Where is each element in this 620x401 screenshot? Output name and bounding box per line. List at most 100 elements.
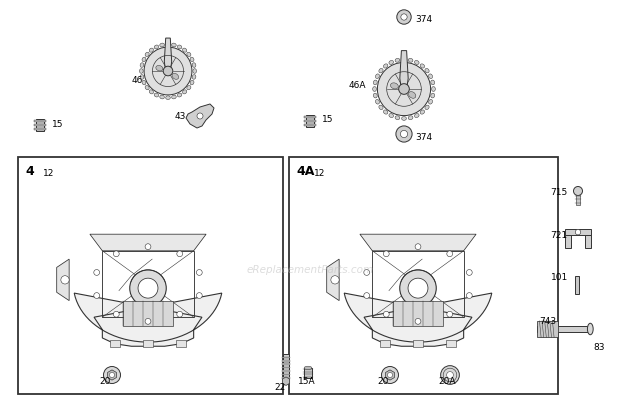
Bar	[35, 124, 45, 127]
Circle shape	[138, 279, 158, 298]
Bar	[282, 377, 290, 379]
Text: eReplacementParts.com: eReplacementParts.com	[246, 264, 374, 274]
Ellipse shape	[402, 117, 406, 121]
Ellipse shape	[182, 91, 187, 95]
Ellipse shape	[428, 100, 433, 105]
Text: 101: 101	[551, 272, 568, 281]
Ellipse shape	[192, 75, 196, 80]
Polygon shape	[164, 39, 172, 69]
Ellipse shape	[190, 81, 194, 85]
Circle shape	[401, 131, 407, 138]
Ellipse shape	[190, 58, 194, 63]
Bar	[565, 229, 591, 236]
Bar	[110, 340, 120, 347]
Bar	[35, 128, 45, 131]
Circle shape	[575, 230, 581, 235]
Bar	[282, 356, 290, 358]
Text: 20: 20	[99, 376, 110, 385]
Ellipse shape	[304, 366, 312, 370]
Circle shape	[383, 312, 389, 317]
Text: 4: 4	[25, 164, 33, 178]
Circle shape	[130, 270, 166, 307]
Ellipse shape	[373, 94, 377, 99]
Ellipse shape	[432, 87, 435, 92]
Bar	[304, 368, 312, 378]
Ellipse shape	[383, 111, 388, 115]
Circle shape	[145, 244, 151, 250]
Ellipse shape	[160, 44, 164, 48]
Bar	[282, 374, 290, 375]
Circle shape	[145, 319, 151, 324]
Polygon shape	[400, 51, 408, 87]
Text: 20A: 20A	[438, 376, 456, 385]
Ellipse shape	[428, 75, 433, 79]
Ellipse shape	[389, 61, 394, 65]
Polygon shape	[360, 235, 476, 251]
Ellipse shape	[145, 53, 149, 57]
Ellipse shape	[587, 324, 593, 335]
Text: 721: 721	[550, 231, 567, 239]
Ellipse shape	[140, 64, 144, 68]
Ellipse shape	[391, 84, 398, 90]
Ellipse shape	[149, 49, 154, 53]
Ellipse shape	[409, 92, 416, 99]
Circle shape	[110, 373, 115, 378]
Ellipse shape	[187, 53, 191, 57]
Ellipse shape	[145, 86, 149, 91]
Text: 12: 12	[314, 168, 326, 178]
Circle shape	[466, 270, 472, 275]
Circle shape	[113, 312, 119, 317]
Bar	[537, 321, 557, 337]
Circle shape	[177, 312, 183, 317]
Bar	[282, 367, 290, 369]
Polygon shape	[344, 294, 492, 346]
Bar	[575, 276, 579, 294]
Ellipse shape	[389, 114, 394, 118]
Ellipse shape	[154, 94, 159, 98]
Ellipse shape	[182, 49, 187, 53]
Ellipse shape	[376, 75, 379, 79]
Ellipse shape	[425, 69, 429, 74]
Bar	[282, 360, 290, 362]
Ellipse shape	[373, 87, 376, 92]
Polygon shape	[386, 370, 394, 380]
Ellipse shape	[177, 94, 182, 98]
Ellipse shape	[402, 59, 406, 62]
Bar	[576, 195, 580, 206]
Bar	[304, 124, 316, 127]
Ellipse shape	[376, 100, 379, 105]
Ellipse shape	[177, 46, 182, 50]
Ellipse shape	[166, 97, 171, 100]
Circle shape	[197, 270, 202, 275]
Bar	[283, 354, 288, 381]
Ellipse shape	[154, 46, 159, 50]
Polygon shape	[56, 259, 69, 301]
Circle shape	[447, 312, 453, 317]
Circle shape	[94, 270, 100, 275]
Text: 15: 15	[52, 120, 63, 129]
Bar	[413, 340, 423, 347]
Circle shape	[466, 293, 472, 299]
Ellipse shape	[379, 69, 383, 74]
Polygon shape	[282, 377, 290, 385]
Bar	[176, 340, 186, 347]
Ellipse shape	[408, 59, 413, 63]
Text: 12: 12	[43, 168, 55, 178]
Ellipse shape	[160, 96, 164, 99]
Circle shape	[113, 251, 119, 257]
Text: 715: 715	[550, 188, 567, 196]
Ellipse shape	[193, 69, 197, 74]
Circle shape	[399, 85, 409, 95]
Ellipse shape	[395, 59, 400, 63]
Bar	[304, 120, 316, 123]
Circle shape	[177, 251, 183, 257]
Circle shape	[197, 293, 202, 299]
Bar	[565, 236, 571, 248]
Text: 374: 374	[415, 15, 432, 24]
Polygon shape	[186, 105, 214, 129]
Bar	[306, 116, 314, 128]
Polygon shape	[327, 259, 339, 301]
Circle shape	[441, 366, 459, 385]
Bar	[282, 363, 290, 365]
Text: 20: 20	[377, 376, 388, 385]
